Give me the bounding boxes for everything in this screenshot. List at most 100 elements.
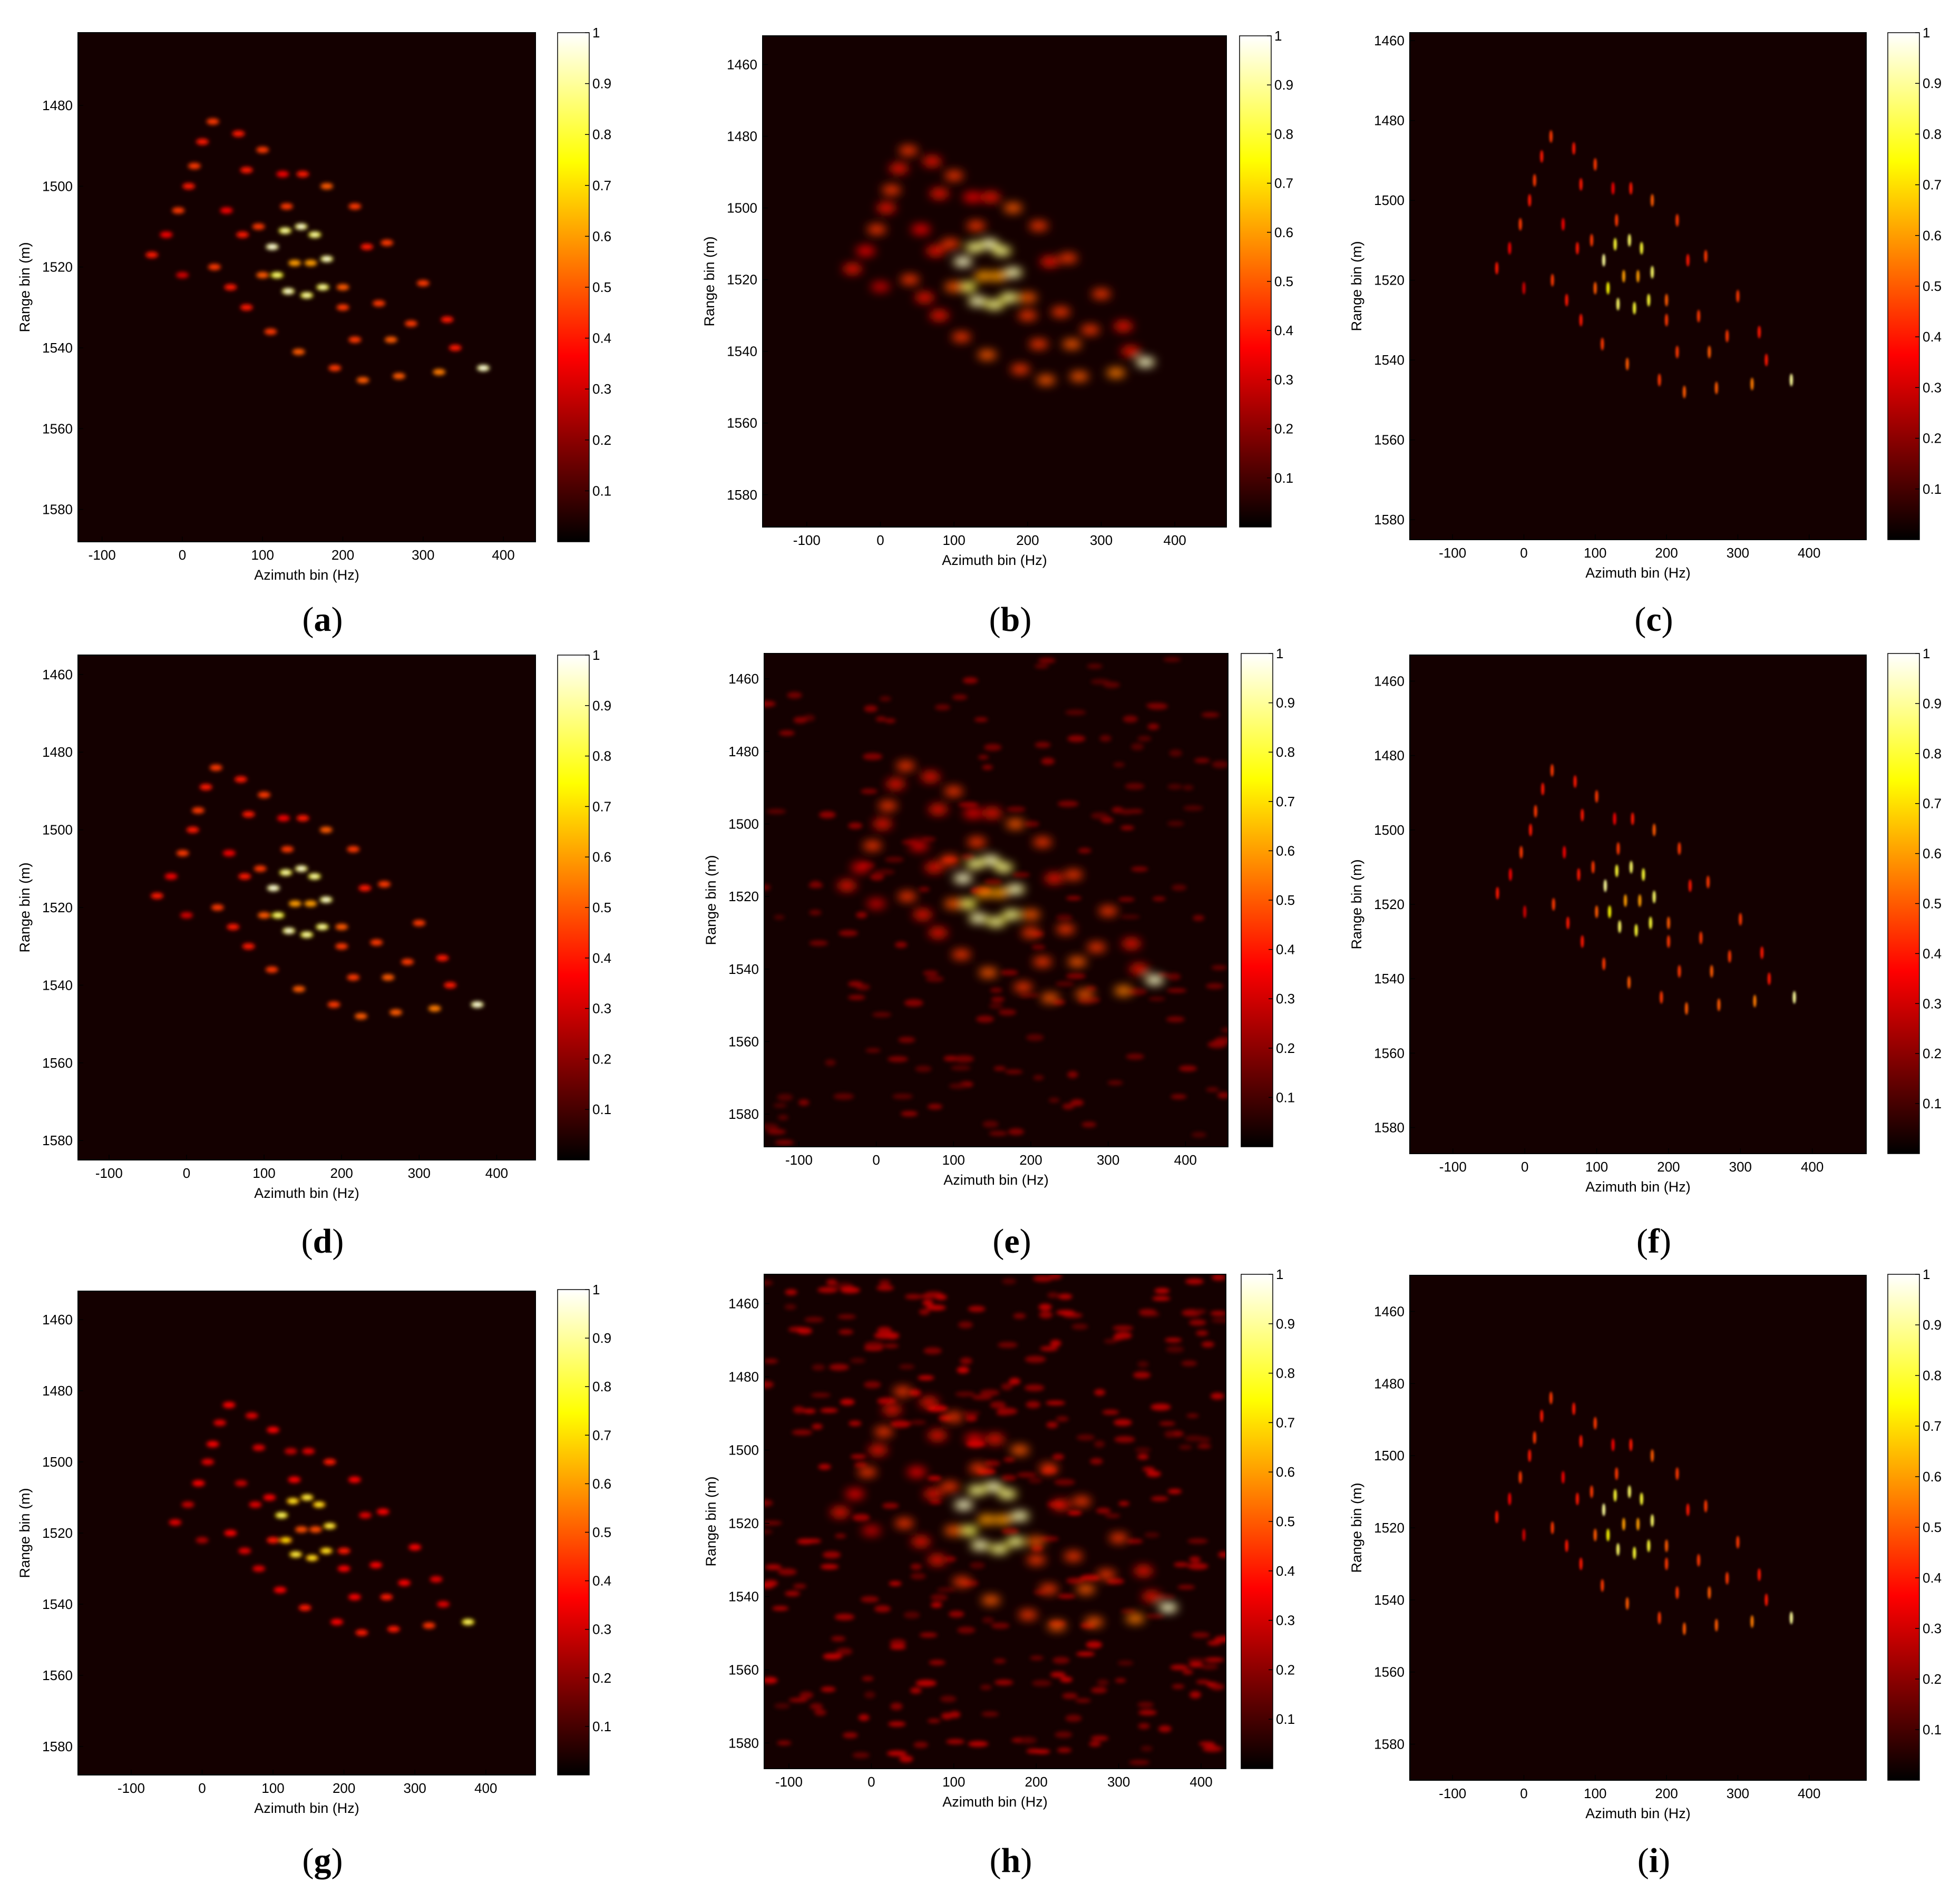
noise-blob bbox=[1034, 1749, 1050, 1754]
scatterer-point bbox=[1593, 1417, 1597, 1430]
scatterer-point bbox=[1579, 178, 1583, 191]
colorbar-tick-label: 0.7 bbox=[1274, 175, 1293, 191]
scatterer-point bbox=[188, 163, 201, 169]
scatterer-point bbox=[988, 271, 1008, 281]
x-tick-label: 300 bbox=[1107, 1774, 1130, 1790]
scatterer-point bbox=[1601, 337, 1604, 350]
x-tick-label: 200 bbox=[1019, 1152, 1042, 1168]
colorbar-tick-label: 0.6 bbox=[592, 849, 611, 865]
colorbar-tick-label: 0.5 bbox=[1274, 274, 1293, 289]
scatterer-point bbox=[1129, 964, 1149, 974]
scatterer-point bbox=[288, 260, 301, 266]
panel-d: -100 0 100 200 300 400 1460 1480 1500 1520 1540 156… bbox=[17, 647, 611, 1261]
noise-blob bbox=[1144, 1532, 1159, 1538]
scatterer-core bbox=[480, 366, 487, 370]
scatterer-point bbox=[1565, 294, 1568, 307]
noise-blob bbox=[1189, 1556, 1201, 1563]
panel-caption-letter: i bbox=[1649, 1841, 1659, 1880]
scatterer-point bbox=[830, 1507, 850, 1517]
colorbar-tick-label: 0.1 bbox=[1276, 1089, 1295, 1105]
x-tick-label: 100 bbox=[1585, 1159, 1608, 1175]
scatterer-point bbox=[1629, 182, 1633, 195]
scatterer-point bbox=[206, 1441, 219, 1448]
scatterer-point bbox=[1665, 1557, 1669, 1570]
noise-blob bbox=[1171, 1094, 1187, 1099]
scatterer-point bbox=[981, 192, 1001, 202]
noise-blob bbox=[847, 994, 865, 1000]
noise-blob bbox=[1201, 712, 1220, 718]
scatterer-point bbox=[292, 348, 305, 355]
colorbar-tick-label: 0.1 bbox=[1923, 1096, 1942, 1111]
scatterer-point bbox=[1750, 1615, 1754, 1628]
y-tick-label: 1480 bbox=[728, 744, 759, 759]
scatterer-point bbox=[1758, 326, 1761, 339]
scatterer-point bbox=[1602, 957, 1606, 970]
noise-blob bbox=[1080, 1574, 1100, 1581]
noise-blob bbox=[1031, 1545, 1043, 1552]
noise-blob bbox=[1191, 1632, 1210, 1638]
scatterer-core bbox=[991, 919, 1001, 924]
panel-caption-letter: g bbox=[314, 1841, 331, 1880]
scatterer-point bbox=[944, 1412, 963, 1422]
scatterer-point bbox=[1581, 808, 1584, 822]
scatterer-point bbox=[160, 231, 173, 238]
noise-blob bbox=[879, 1280, 891, 1286]
colorbar-tick-label: 0.7 bbox=[592, 1427, 611, 1443]
colorbar bbox=[1239, 35, 1272, 528]
scatterer-point bbox=[1608, 905, 1612, 919]
axes-frame bbox=[762, 35, 1227, 528]
noise-blob bbox=[1090, 1458, 1103, 1465]
noise-blob bbox=[1135, 1447, 1151, 1453]
scatterer-point bbox=[238, 873, 251, 880]
scatterer-point bbox=[944, 899, 963, 909]
y-tick-label: 1480 bbox=[1374, 1375, 1405, 1391]
x-tick-label: 200 bbox=[333, 1780, 355, 1796]
scatterer-point bbox=[1125, 1614, 1145, 1624]
noise-blob bbox=[958, 802, 979, 807]
scatterer-point bbox=[1021, 928, 1040, 938]
colorbar-tick-label: 0.9 bbox=[592, 1330, 611, 1346]
scatterer-point bbox=[1072, 1496, 1091, 1506]
scatterer-point bbox=[1590, 1485, 1594, 1498]
scatterer-point bbox=[1523, 905, 1527, 919]
noise-blob bbox=[777, 1568, 797, 1576]
scatterer-point bbox=[1528, 194, 1532, 207]
noise-blob bbox=[1137, 1361, 1149, 1368]
scatterer-core bbox=[1010, 886, 1020, 892]
noise-blob bbox=[1137, 1454, 1149, 1460]
noise-blob bbox=[874, 1605, 891, 1613]
noise-blob bbox=[810, 1703, 823, 1710]
noise-blob bbox=[862, 1676, 874, 1681]
scatterer-point bbox=[1114, 986, 1133, 996]
scatterer-core bbox=[304, 933, 310, 936]
scatterer-point bbox=[867, 225, 886, 235]
scatterer-point bbox=[1495, 1510, 1499, 1524]
scatterer-point bbox=[370, 939, 383, 946]
scatterer-point bbox=[1518, 218, 1522, 231]
scatterer-point bbox=[1121, 346, 1140, 356]
scatterer-point bbox=[437, 1601, 450, 1607]
scatterer-point bbox=[1087, 942, 1106, 952]
y-tick-label: 1520 bbox=[1374, 272, 1405, 288]
noise-blob bbox=[764, 700, 776, 707]
noise-blob bbox=[910, 1420, 927, 1425]
x-tick-label: 400 bbox=[474, 1780, 497, 1796]
noise-blob bbox=[765, 1564, 782, 1570]
scatterer-core bbox=[994, 1546, 1004, 1552]
scatterer-point bbox=[288, 900, 301, 907]
noise-blob bbox=[877, 1326, 892, 1334]
scatterer-point bbox=[172, 207, 185, 214]
y-tick-label: 1560 bbox=[728, 1662, 759, 1677]
scatterer-point bbox=[882, 1405, 902, 1415]
scatterer-point bbox=[1615, 1467, 1618, 1480]
scatterer-point bbox=[928, 1430, 947, 1440]
noise-blob bbox=[1159, 1421, 1176, 1426]
y-tick-label: 1460 bbox=[42, 667, 73, 682]
scatterer-point bbox=[1051, 1500, 1071, 1510]
heatmap-marks bbox=[151, 764, 484, 1020]
colorbar bbox=[557, 655, 590, 1160]
scatterer-point bbox=[1039, 1584, 1058, 1594]
noise-blob bbox=[836, 1647, 853, 1655]
noise-blob bbox=[777, 1115, 788, 1120]
noise-blob bbox=[976, 1015, 994, 1023]
